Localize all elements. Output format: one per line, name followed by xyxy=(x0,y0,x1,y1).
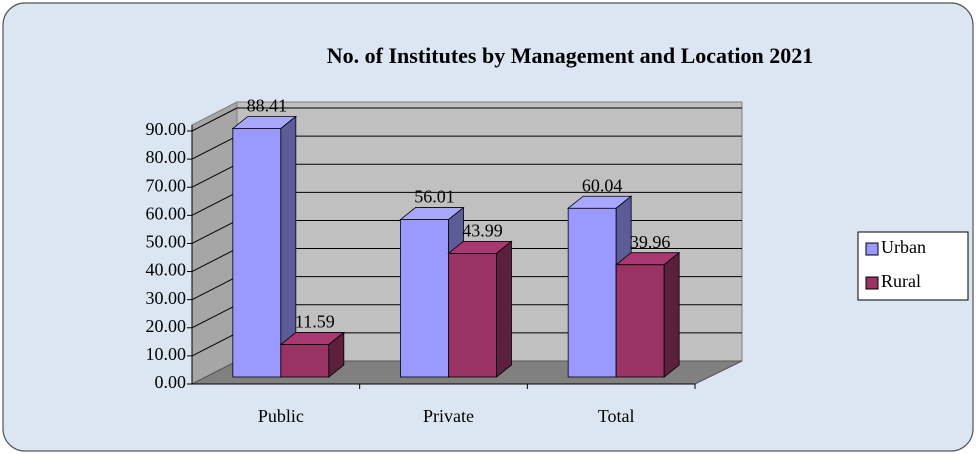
y-tick-label: 60.00 xyxy=(146,203,187,223)
grid-line xyxy=(191,248,238,273)
y-tick-label: 30.00 xyxy=(146,288,187,308)
bar xyxy=(615,251,681,378)
grid-line xyxy=(191,276,238,301)
value-label: 39.96 xyxy=(630,232,671,252)
y-tick-label: 50.00 xyxy=(146,232,187,252)
bar-side xyxy=(496,240,512,378)
value-label: 60.04 xyxy=(582,175,623,195)
bar-side xyxy=(663,251,680,378)
y-tick-label: 90.00 xyxy=(146,119,187,139)
legend-swatch xyxy=(865,242,879,256)
bar-front xyxy=(232,128,282,378)
value-label: 88.41 xyxy=(247,96,288,116)
grid-line xyxy=(191,135,238,160)
chart-title: No. of Institutes by Management and Loca… xyxy=(327,43,813,68)
x-tick-label: Total xyxy=(598,406,635,426)
bar-front xyxy=(400,219,449,378)
grid-line xyxy=(191,219,238,244)
x-tick-label: Public xyxy=(258,406,304,426)
grid-line xyxy=(191,332,238,357)
bar-front xyxy=(448,252,497,378)
y-tick-label: 0.00 xyxy=(155,372,187,392)
bar-front xyxy=(567,207,617,378)
value-label: 56.01 xyxy=(414,187,455,207)
bar xyxy=(231,115,297,378)
bar-front xyxy=(280,344,330,378)
grid-line xyxy=(191,107,238,132)
y-tick-label: 40.00 xyxy=(146,260,187,280)
grid-line xyxy=(191,191,238,216)
y-tick-label: 80.00 xyxy=(146,147,187,167)
grid-line xyxy=(191,304,238,329)
grid-line xyxy=(191,163,238,188)
bar-side xyxy=(328,331,345,378)
x-tick-label: Private xyxy=(423,406,474,426)
side-wall xyxy=(191,101,238,385)
y-tick-label: 10.00 xyxy=(146,344,187,364)
legend-label: Urban xyxy=(881,237,926,257)
value-label: 11.59 xyxy=(295,312,335,332)
bar xyxy=(279,331,345,378)
legend: Urban Rural xyxy=(857,231,969,301)
bar xyxy=(447,240,513,378)
y-tick-label: 20.00 xyxy=(146,316,187,336)
y-tick-label: 70.00 xyxy=(146,175,187,195)
value-label: 43.99 xyxy=(462,220,503,240)
legend-label: Rural xyxy=(881,271,921,291)
bar-front xyxy=(615,264,665,378)
legend-swatch xyxy=(865,276,879,290)
